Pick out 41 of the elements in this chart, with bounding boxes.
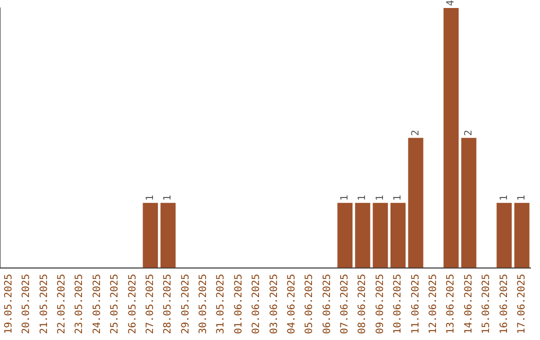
x-tick-label: 20.05.2025 xyxy=(21,274,32,334)
x-tick-label: 12.06.2025 xyxy=(428,274,440,334)
data-label: 1 xyxy=(162,194,174,201)
x-tick-label: 27.05.2025 xyxy=(144,274,156,334)
x-tick-label: 07.06.2025 xyxy=(340,274,351,334)
data-label: 2 xyxy=(410,130,422,136)
x-tick-label: 25.05.2025 xyxy=(110,274,121,334)
x-tick-label: 11.06.2025 xyxy=(410,274,422,334)
x-tick-label: 06.06.2025 xyxy=(322,274,333,334)
x-tick-label: 31.05.2025 xyxy=(216,274,227,334)
data-label: 4 xyxy=(446,0,457,6)
x-tick-label: 17.06.2025 xyxy=(516,274,528,334)
x-tick-label: 19.05.2025 xyxy=(3,274,14,334)
x-tick-label: 04.06.2025 xyxy=(286,274,298,334)
data-label: 1 xyxy=(498,194,510,201)
data-label: 2 xyxy=(463,130,474,136)
x-tick-label: 08.06.2025 xyxy=(357,274,368,334)
x-tick-label: 23.05.2025 xyxy=(74,274,86,334)
data-label: 1 xyxy=(357,194,368,201)
data-label: 1 xyxy=(340,194,351,201)
x-tick-label: 29.05.2025 xyxy=(180,274,192,334)
x-tick-label: 24.05.2025 xyxy=(92,274,103,334)
x-tick-label: 16.06.2025 xyxy=(498,274,510,334)
data-label: 1 xyxy=(392,194,404,201)
x-tick-label: 01.06.2025 xyxy=(233,274,244,334)
x-tick-label: 05.06.2025 xyxy=(304,274,316,334)
data-label: 1 xyxy=(144,194,156,201)
x-tick-label: 09.06.2025 xyxy=(374,274,386,334)
x-tick-label: 30.05.2025 xyxy=(198,274,210,334)
x-tick-label: 14.06.2025 xyxy=(463,274,474,334)
x-tick-label: 02.06.2025 xyxy=(251,274,262,334)
data-label: 1 xyxy=(374,194,386,201)
x-tick-label: 15.06.2025 xyxy=(481,274,492,334)
x-tick-label: 13.06.2025 xyxy=(446,274,457,334)
data-label: 1 xyxy=(516,194,528,201)
x-tick-label: 22.05.2025 xyxy=(56,274,68,334)
x-tick-label: 26.05.2025 xyxy=(127,274,138,334)
x-tick-label: 28.05.2025 xyxy=(162,274,174,334)
x-tick-label: 03.06.2025 xyxy=(268,274,280,334)
x-tick-label: 10.06.2025 xyxy=(392,274,404,334)
x-tick-label: 21.05.2025 xyxy=(38,274,50,334)
